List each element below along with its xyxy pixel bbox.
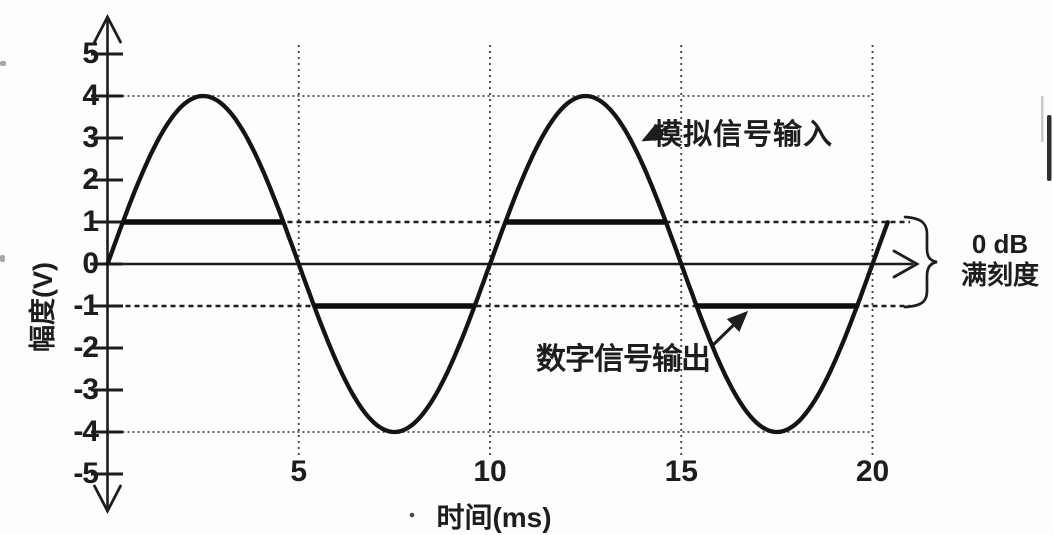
full-scale-brace bbox=[903, 215, 938, 309]
full-scale-line1: 0 dB bbox=[971, 229, 1029, 259]
analog-signal-curve bbox=[105, 93, 890, 435]
y-tick-label: -4 bbox=[73, 415, 99, 448]
y-tick-label: -3 bbox=[73, 373, 99, 406]
callout-arrows bbox=[641, 123, 749, 347]
vertical-gridlines bbox=[297, 45, 874, 458]
x-tick-label: 10 bbox=[473, 455, 507, 488]
y-tick-label: 5 bbox=[82, 37, 99, 70]
y-tick-label: 3 bbox=[82, 121, 99, 154]
y-tick-label: -1 bbox=[73, 289, 99, 322]
axes bbox=[90, 13, 920, 515]
full-scale-line2: 满刻度 bbox=[960, 260, 1039, 290]
y-tick-label: 2 bbox=[82, 163, 99, 196]
y-tick-label: -2 bbox=[73, 331, 99, 364]
y-tick-label: -5 bbox=[73, 457, 99, 490]
x-axis-title: 时间(ms) bbox=[436, 502, 552, 533]
full-scale-annotation: 0 dB 满刻度 bbox=[948, 229, 1052, 291]
x-tick-label: 15 bbox=[664, 455, 698, 488]
y-tick-label: 1 bbox=[82, 205, 99, 238]
y-tick-label: 4 bbox=[82, 79, 99, 112]
analog-signal-label: 模拟信号输入 bbox=[653, 119, 834, 151]
digital-signal-curve bbox=[122, 219, 858, 309]
y-tick-label: 0 bbox=[82, 247, 99, 280]
scan-artifacts bbox=[0, 61, 1052, 518]
y-axis-ticks bbox=[91, 52, 123, 476]
x-tick-label: 5 bbox=[290, 455, 308, 488]
y-axis-title: 幅度(V) bbox=[28, 262, 58, 352]
x-tick-label: 20 bbox=[855, 455, 890, 488]
digital-signal-label: 数字信号输出 bbox=[536, 343, 711, 376]
